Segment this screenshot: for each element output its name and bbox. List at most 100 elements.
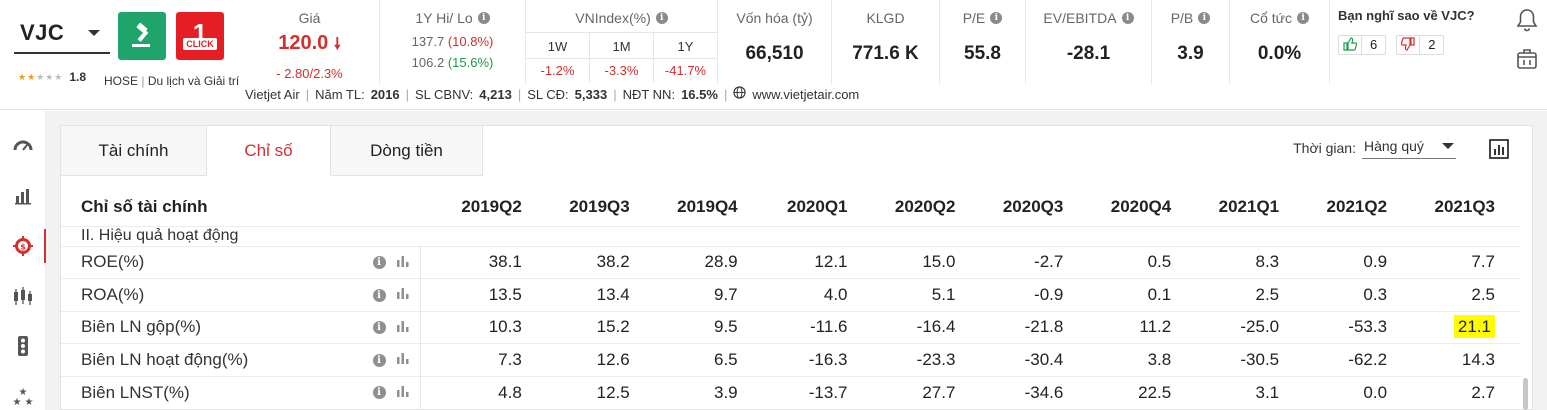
bar-chart-icon bbox=[1489, 139, 1509, 159]
sidebar-item-signals[interactable] bbox=[0, 321, 46, 371]
globe-icon bbox=[733, 86, 746, 102]
table-row: Biên LN hoạt động(%) i 7.3 12.6 6.5 -16.3 -23.… bbox=[61, 343, 1521, 376]
thumbs-up-button[interactable]: 6 bbox=[1338, 35, 1387, 55]
traffic-light-icon bbox=[18, 336, 28, 356]
tab-financials[interactable]: Tài chính bbox=[61, 126, 207, 176]
ev-ebitda-label: EV/EBITDA bbox=[1043, 10, 1117, 26]
chevron-down-icon bbox=[88, 30, 100, 36]
lo-pct: (15.6%) bbox=[447, 55, 494, 70]
sidebar-item-overview[interactable] bbox=[0, 121, 46, 171]
mini-chart-icon[interactable] bbox=[396, 318, 410, 338]
dividend-label: Cổ tức bbox=[1249, 10, 1293, 26]
vnindex-period: 1M bbox=[590, 33, 653, 59]
compare-icon[interactable] bbox=[1516, 48, 1540, 72]
website-link[interactable]: www.vietjetair.com bbox=[752, 86, 860, 102]
table-cell: 4.0 bbox=[763, 278, 874, 311]
column-header: 2021Q1 bbox=[1218, 196, 1280, 216]
year-label: Năm TL: bbox=[315, 86, 365, 102]
opinion-question: Bạn nghĩ sao về VJC? bbox=[1338, 8, 1475, 23]
foreign-label: NĐT NN: bbox=[622, 86, 676, 102]
period-select-value: Hàng quý bbox=[1364, 138, 1424, 154]
volume-label: KLGD bbox=[866, 10, 905, 26]
table-cell: -0.9 bbox=[981, 278, 1090, 311]
scrollbar-thumb[interactable] bbox=[1523, 378, 1528, 410]
sidebar-item-technical[interactable] bbox=[0, 271, 46, 321]
info-icon[interactable]: i bbox=[655, 12, 668, 24]
row-label: Biên LN hoạt động(%) bbox=[61, 343, 361, 376]
table-cell: 12.6 bbox=[547, 343, 656, 376]
one-click-button[interactable]: 1 CLICK bbox=[176, 12, 224, 60]
star-rating-icon: ★★★★★ bbox=[18, 71, 64, 82]
table-cell: 0.3 bbox=[1305, 278, 1414, 311]
rating: ★★★★★ 1.8 bbox=[18, 70, 86, 84]
market-cap-value: 66,510 bbox=[745, 43, 804, 64]
period-select[interactable]: Hàng quý bbox=[1362, 136, 1456, 159]
dividend-value: 0.0% bbox=[1257, 43, 1302, 64]
sidebar-item-analysis[interactable] bbox=[0, 171, 46, 221]
table-cell: 22.5 bbox=[1089, 375, 1198, 409]
info-icon[interactable]: i bbox=[372, 386, 386, 400]
highlighted-cell-value: 21.1 bbox=[1453, 315, 1495, 339]
table-cell: -21.8 bbox=[981, 310, 1090, 344]
info-icon[interactable]: i bbox=[990, 12, 1003, 24]
vnindex-label: VNIndex(%) bbox=[575, 10, 651, 26]
ticker-select[interactable]: VJC bbox=[14, 14, 110, 54]
row-label: ROA(%) bbox=[61, 278, 361, 311]
info-icon[interactable]: i bbox=[1198, 12, 1211, 24]
table-cell: 5.1 bbox=[873, 278, 982, 311]
thumbs-down-button[interactable]: 2 bbox=[1396, 35, 1445, 55]
mini-chart-icon[interactable] bbox=[396, 285, 410, 305]
chart-grid-icon bbox=[15, 189, 31, 205]
ev-ebitda-block: EV/EBITDA i -28.1 bbox=[1026, 0, 1152, 84]
chart-view-button[interactable] bbox=[1488, 138, 1512, 162]
info-icon[interactable]: i bbox=[1297, 12, 1310, 24]
mini-chart-icon[interactable] bbox=[396, 253, 410, 273]
dividend-block: Cổ tức i 0.0% bbox=[1230, 0, 1330, 84]
table-cell: 38.2 bbox=[547, 245, 656, 279]
info-icon[interactable]: i bbox=[1121, 12, 1134, 24]
column-header: 2019Q3 bbox=[569, 196, 630, 216]
info-icon[interactable]: i bbox=[372, 321, 386, 334]
table-cell: 7.3 bbox=[420, 343, 548, 376]
info-icon[interactable]: i bbox=[372, 256, 386, 269]
tab-ratios[interactable]: Chỉ số bbox=[207, 126, 331, 176]
row-label: Biên LNST(%) bbox=[61, 375, 361, 409]
pb-label: P/B bbox=[1170, 10, 1194, 26]
column-header: 2019Q2 bbox=[461, 196, 522, 216]
table-cell: 0.9 bbox=[1305, 245, 1414, 279]
table-row: ROE(%) i 38.1 38.2 28.9 12.1 15.0 -2.7 0.5 8.3 0.9… bbox=[61, 245, 1521, 279]
column-header: 2021Q2 bbox=[1326, 196, 1388, 216]
up-count: 6 bbox=[1361, 36, 1385, 54]
tab-cashflow[interactable]: Dòng tiền bbox=[331, 126, 483, 176]
industry[interactable]: Du lịch và Giải trí bbox=[147, 74, 240, 88]
exchange-industry: HOSE | Du lịch và Giải trí bbox=[104, 74, 240, 88]
pe-block: P/E i 55.8 bbox=[940, 0, 1026, 84]
table-cell-highlighted: 21.1 bbox=[1413, 310, 1521, 344]
mini-chart-icon[interactable] bbox=[396, 383, 410, 403]
info-icon[interactable]: i bbox=[372, 288, 386, 302]
sidebar-item-finance[interactable]: $ bbox=[0, 221, 46, 271]
auction-button[interactable] bbox=[118, 12, 166, 60]
hi-value: 137.7 bbox=[411, 34, 445, 49]
bell-icon[interactable] bbox=[1516, 8, 1540, 32]
vnindex-value: -3.3% bbox=[604, 63, 639, 78]
ticker-symbol: VJC bbox=[20, 20, 65, 45]
table-cell: 15.0 bbox=[873, 245, 982, 279]
table-cell: -13.7 bbox=[763, 375, 874, 409]
mini-chart-icon[interactable] bbox=[396, 350, 410, 370]
pb-value: 3.9 bbox=[1177, 43, 1204, 64]
info-icon[interactable]: i bbox=[372, 353, 386, 367]
volume-value: 771.6 K bbox=[852, 43, 919, 64]
table-header-row: Chỉ số tài chính 2019Q2 2019Q3 2019Q4 20… bbox=[61, 188, 1521, 226]
ev-ebitda-value: -28.1 bbox=[1066, 43, 1111, 64]
table-cell: 11.2 bbox=[1089, 310, 1198, 344]
table-cell: -53.3 bbox=[1305, 310, 1414, 344]
table-cell: -34.6 bbox=[981, 375, 1090, 409]
lo-value: 106.2 bbox=[411, 55, 445, 70]
table-cell: -62.2 bbox=[1305, 343, 1414, 376]
table-cell: 38.1 bbox=[420, 245, 548, 279]
table-cell: -25.0 bbox=[1197, 310, 1306, 344]
info-icon[interactable]: i bbox=[477, 12, 490, 24]
sidebar-item-rating[interactable]: ★ ★ ★ bbox=[0, 371, 46, 410]
column-header: 2021Q3 bbox=[1434, 196, 1496, 216]
